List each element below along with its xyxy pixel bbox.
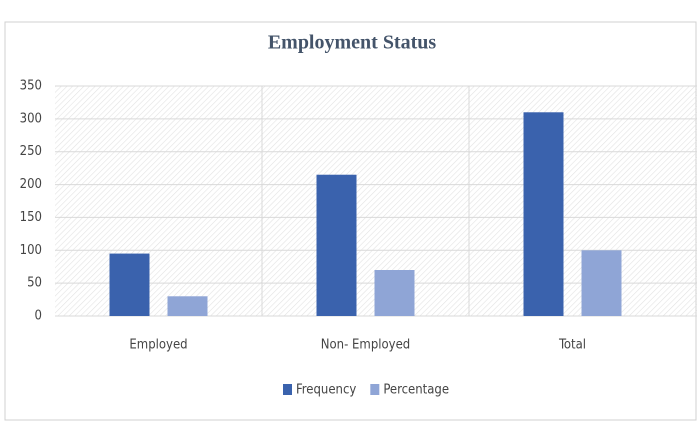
- chart-title: Employment Status: [268, 32, 437, 54]
- bar: [523, 112, 564, 317]
- bar: [581, 250, 622, 316]
- bar: [374, 270, 415, 316]
- y-tick-label: 0: [35, 309, 42, 324]
- bar: [316, 174, 357, 316]
- x-tick-label: Non- Employed: [321, 338, 410, 353]
- y-tick-label: 250: [20, 144, 42, 159]
- legend-label: Frequency: [296, 383, 356, 398]
- legend-swatch: [283, 384, 292, 395]
- legend-label: Percentage: [383, 383, 449, 398]
- bar: [167, 296, 208, 316]
- x-tick-label: Employed: [129, 338, 187, 353]
- x-tick-label: Total: [558, 338, 586, 353]
- y-tick-label: 350: [20, 79, 42, 94]
- y-tick-label: 200: [20, 177, 42, 192]
- y-tick-label: 150: [20, 210, 42, 225]
- y-tick-label: 50: [27, 276, 42, 291]
- y-tick-label: 100: [20, 243, 42, 258]
- y-tick-label: 300: [20, 111, 42, 126]
- legend-swatch: [370, 384, 380, 395]
- bar: [109, 253, 150, 316]
